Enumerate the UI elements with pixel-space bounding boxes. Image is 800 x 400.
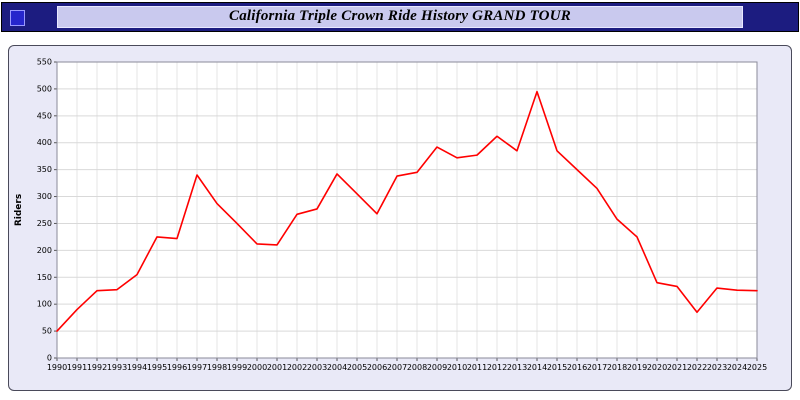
ride-history-line-chart: 1990 1991 1992 1993 1994 1995 1996 1997 1998 1999… xyxy=(14,58,767,373)
svg-text:2007: 2007 xyxy=(387,363,407,372)
svg-text:50: 50 xyxy=(42,327,52,336)
svg-text:1993: 1993 xyxy=(107,363,127,372)
svg-text:2010: 2010 xyxy=(447,363,467,372)
svg-text:2011: 2011 xyxy=(467,363,487,372)
svg-text:1994: 1994 xyxy=(127,363,147,372)
svg-text:2025: 2025 xyxy=(747,363,767,372)
svg-text:150: 150 xyxy=(37,273,52,282)
svg-text:2000: 2000 xyxy=(247,363,267,372)
svg-text:1995: 1995 xyxy=(147,363,167,372)
svg-text:450: 450 xyxy=(37,111,52,120)
svg-text:2006: 2006 xyxy=(367,363,387,372)
svg-text:2003: 2003 xyxy=(307,363,327,372)
svg-text:200: 200 xyxy=(37,246,52,255)
svg-text:300: 300 xyxy=(37,192,52,201)
svg-text:2005: 2005 xyxy=(347,363,367,372)
svg-text:1991: 1991 xyxy=(67,363,87,372)
svg-text:1990: 1990 xyxy=(47,363,67,372)
svg-text:2017: 2017 xyxy=(587,363,607,372)
svg-text:2024: 2024 xyxy=(727,363,747,372)
title-box: California Triple Crown Ride History GRA… xyxy=(57,6,743,28)
svg-text:2002: 2002 xyxy=(287,363,307,372)
svg-text:Riders: Riders xyxy=(14,194,24,226)
chart-panel: 1990 1991 1992 1993 1994 1995 1996 1997 1998 1999… xyxy=(8,45,792,391)
svg-text:500: 500 xyxy=(37,84,52,93)
svg-text:2008: 2008 xyxy=(407,363,427,372)
title-bar: California Triple Crown Ride History GRA… xyxy=(1,2,799,32)
svg-text:2021: 2021 xyxy=(667,363,687,372)
svg-text:1998: 1998 xyxy=(207,363,227,372)
svg-text:1999: 1999 xyxy=(227,363,247,372)
svg-text:400: 400 xyxy=(37,138,52,147)
svg-text:1996: 1996 xyxy=(167,363,187,372)
svg-text:2014: 2014 xyxy=(527,363,547,372)
svg-text:1997: 1997 xyxy=(187,363,207,372)
svg-text:250: 250 xyxy=(37,219,52,228)
svg-text:2023: 2023 xyxy=(707,363,727,372)
page-title: California Triple Crown Ride History GRA… xyxy=(229,8,571,24)
svg-text:2004: 2004 xyxy=(327,363,347,372)
svg-text:1992: 1992 xyxy=(87,363,107,372)
svg-text:2015: 2015 xyxy=(547,363,567,372)
svg-text:2016: 2016 xyxy=(567,363,587,372)
svg-text:2009: 2009 xyxy=(427,363,447,372)
svg-text:2022: 2022 xyxy=(687,363,707,372)
svg-text:100: 100 xyxy=(37,300,52,309)
svg-text:0: 0 xyxy=(47,354,52,363)
svg-text:2012: 2012 xyxy=(487,363,507,372)
svg-text:350: 350 xyxy=(37,165,52,174)
nav-square-button[interactable] xyxy=(10,10,25,26)
svg-text:550: 550 xyxy=(37,58,52,67)
svg-text:2013: 2013 xyxy=(507,363,527,372)
svg-text:2019: 2019 xyxy=(627,363,647,372)
svg-text:2018: 2018 xyxy=(607,363,627,372)
svg-text:2001: 2001 xyxy=(267,363,287,372)
svg-text:2020: 2020 xyxy=(647,363,667,372)
